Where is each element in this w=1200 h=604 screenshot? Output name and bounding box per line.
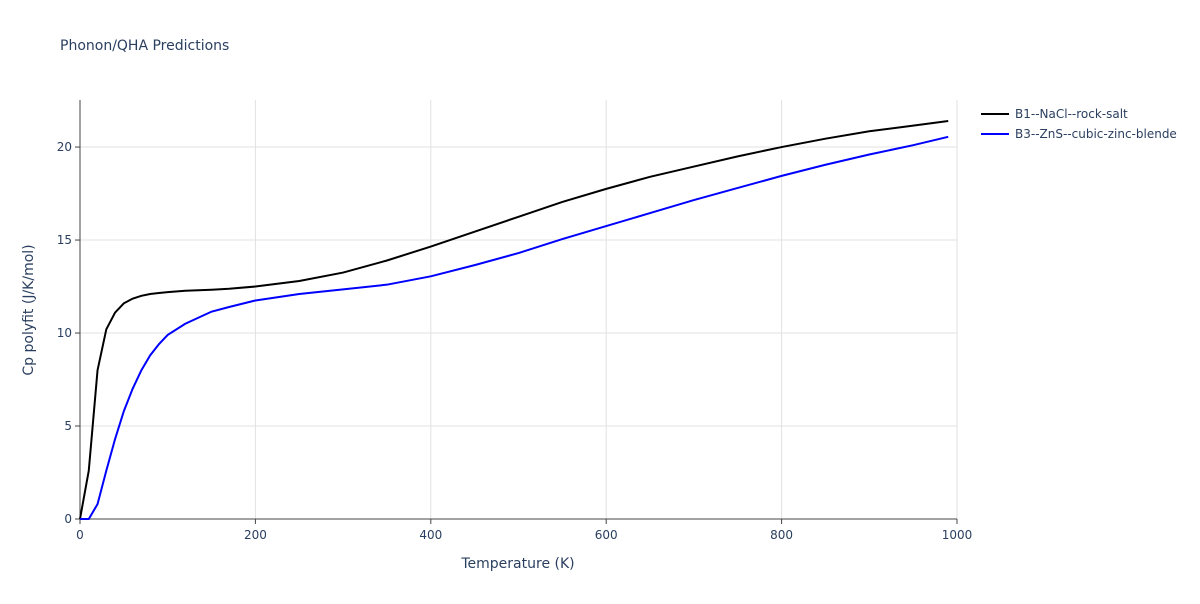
chart-title: Phonon/QHA Predictions	[60, 38, 229, 54]
x-axis-label: Temperature (K)	[460, 556, 574, 572]
line-series	[79, 120, 949, 520]
line-series	[80, 135, 949, 520]
legend-label: B1--NaCl--rock-salt	[1015, 107, 1128, 121]
x-tick-label: 1000	[942, 528, 973, 542]
x-tick-label: 400	[419, 528, 442, 542]
y-tick-label: 15	[57, 233, 72, 247]
y-tick-label: 20	[57, 140, 72, 154]
y-tick-label: 10	[57, 326, 72, 340]
y-axis-label: Cp polyfit (J/K/mol)	[21, 244, 37, 375]
x-tick-label: 800	[770, 528, 793, 542]
legend-label: B3--ZnS--cubic-zinc-blende	[1015, 127, 1177, 141]
x-tick-label: 0	[76, 528, 84, 542]
y-tick-label: 0	[64, 512, 72, 526]
y-tick-label: 5	[64, 419, 72, 433]
x-tick-label: 200	[244, 528, 267, 542]
x-tick-label: 600	[595, 528, 618, 542]
